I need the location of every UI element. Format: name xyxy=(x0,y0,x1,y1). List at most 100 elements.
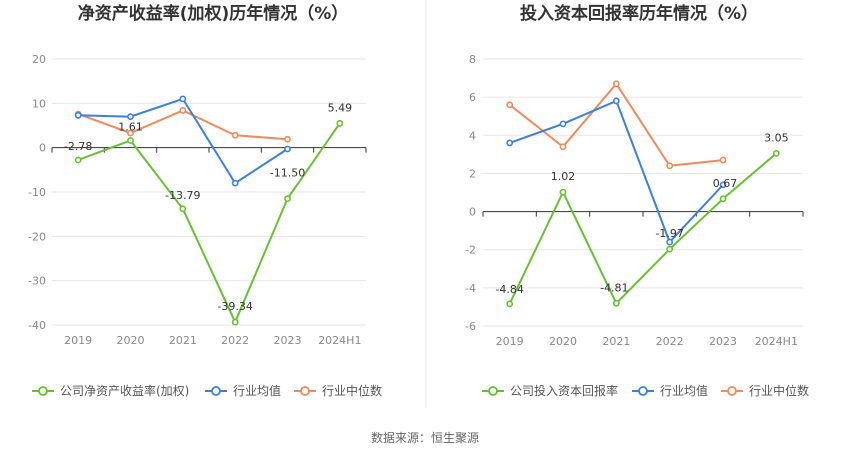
y-tick-label: 6 xyxy=(469,91,476,104)
y-tick-label: -40 xyxy=(28,319,46,332)
legend-label: 公司投入资本回报率 xyxy=(510,383,618,398)
data-label: -11.50 xyxy=(270,167,305,180)
data-label: 0.67 xyxy=(713,177,738,190)
data-label: -39.34 xyxy=(217,300,252,313)
series-line-1 xyxy=(509,99,724,244)
data-label: -1.97 xyxy=(655,227,683,240)
legend-item-1[interactable]: 行业均值 xyxy=(632,383,708,398)
y-tick-label: 4 xyxy=(469,129,476,142)
y-tick-label: -20 xyxy=(28,230,46,243)
data-point[interactable] xyxy=(666,162,674,170)
legend-marker-icon xyxy=(488,386,498,396)
x-tick-label: 2019 xyxy=(496,335,524,348)
data-point[interactable] xyxy=(336,119,344,127)
roe-chart-panel: 净资产收益率(加权)历年情况（%） -40 -30 -20 -10 0 10 20 2019 2… xyxy=(28,3,382,398)
y-tick-label: 2 xyxy=(469,167,476,180)
data-point[interactable] xyxy=(719,156,727,164)
x-tick-label: 2023 xyxy=(709,335,737,348)
legend-item-0[interactable]: 公司净资产收益率(加权) xyxy=(32,383,189,398)
data-label: -4.84 xyxy=(495,283,523,296)
data-point[interactable] xyxy=(179,95,187,103)
x-tick-label: 2024H1 xyxy=(755,335,798,348)
legend-item-0[interactable]: 公司投入资本回报率 xyxy=(482,383,618,398)
data-point[interactable] xyxy=(231,131,239,139)
y-tick-label: -6 xyxy=(465,320,476,333)
data-point[interactable] xyxy=(772,150,780,157)
data-label: -4.81 xyxy=(600,281,628,294)
x-tick-label: 2020 xyxy=(117,334,145,347)
legend-label: 公司净资产收益率(加权) xyxy=(60,383,189,398)
roic-legend: 公司投入资本回报率 行业均值 行业中位数 xyxy=(482,383,809,398)
y-tick-label: -10 xyxy=(28,186,46,199)
x-tick-label: 2021 xyxy=(602,335,630,348)
data-source-note: 数据来源：恒生聚源 xyxy=(371,430,479,445)
legend-item-2[interactable]: 行业中位数 xyxy=(294,383,382,398)
legend-item-1[interactable]: 行业均值 xyxy=(205,383,281,398)
x-tick-label: 2023 xyxy=(274,334,302,347)
data-label: 1.61 xyxy=(118,121,143,134)
series-line-2 xyxy=(77,109,288,141)
legend-item-2[interactable]: 行业中位数 xyxy=(721,383,809,398)
series-line-2 xyxy=(509,82,724,167)
x-tick-label: 2020 xyxy=(549,335,577,348)
chart-title-roic: 投入资本回报率历年情况（%） xyxy=(520,3,758,24)
data-point[interactable] xyxy=(559,188,567,196)
data-point[interactable] xyxy=(506,300,514,308)
y-tick-label: -4 xyxy=(465,282,476,295)
x-tick-label: 2024H1 xyxy=(318,334,361,347)
x-tick-label: 2019 xyxy=(64,334,92,347)
roe-legend: 公司净资产收益率(加权) 行业均值 行业中位数 xyxy=(32,383,382,398)
data-point[interactable] xyxy=(284,195,291,203)
y-tick-label: 0 xyxy=(469,206,476,219)
data-point[interactable] xyxy=(74,156,82,164)
data-label: 3.05 xyxy=(764,131,789,144)
y-tick-label: -2 xyxy=(465,244,476,257)
data-point[interactable] xyxy=(127,137,134,144)
legend-label: 行业均值 xyxy=(660,383,708,398)
data-point[interactable] xyxy=(284,135,291,143)
legend-marker-icon xyxy=(38,386,48,396)
y-tick-label: 10 xyxy=(32,97,46,110)
roic-chart-panel: 投入资本回报率历年情况（%） -6 -4 -2 0 2 4 6 8 2019 2020 2021 20… xyxy=(465,3,809,398)
x-tick-label: 2022 xyxy=(656,335,684,348)
data-point[interactable] xyxy=(506,139,514,147)
data-point[interactable] xyxy=(666,245,674,253)
data-point[interactable] xyxy=(127,129,134,137)
data-point[interactable] xyxy=(666,238,674,246)
data-point[interactable] xyxy=(559,143,567,151)
data-label: -2.78 xyxy=(64,140,92,153)
y-tick-label: 8 xyxy=(469,53,476,66)
legend-marker-icon xyxy=(638,386,648,396)
chart-title-roe: 净资产收益率(加权)历年情况（%） xyxy=(78,3,349,24)
data-label: 1.02 xyxy=(551,170,576,183)
legend-label: 行业中位数 xyxy=(749,383,809,398)
data-point[interactable] xyxy=(179,107,187,114)
x-tick-label: 2021 xyxy=(169,334,197,347)
data-point[interactable] xyxy=(506,101,514,109)
data-label: 5.49 xyxy=(328,101,353,114)
data-point[interactable] xyxy=(74,111,82,119)
legend-marker-icon xyxy=(211,386,221,396)
data-point[interactable] xyxy=(231,179,239,187)
data-point[interactable] xyxy=(179,205,187,213)
legend-marker-icon xyxy=(727,386,737,396)
data-point[interactable] xyxy=(559,120,567,128)
data-point[interactable] xyxy=(231,318,239,326)
y-tick-label: 0 xyxy=(39,142,46,155)
y-tick-label: 20 xyxy=(32,53,46,66)
data-point[interactable] xyxy=(612,299,620,307)
series-line-0 xyxy=(508,152,777,305)
data-point[interactable] xyxy=(127,113,134,121)
data-point[interactable] xyxy=(284,145,291,153)
data-point[interactable] xyxy=(719,181,727,189)
legend-label: 行业中位数 xyxy=(322,383,382,398)
legend-marker-icon xyxy=(300,386,310,396)
x-tick-label: 2022 xyxy=(221,334,249,347)
data-point[interactable] xyxy=(719,195,727,203)
data-label: -13.79 xyxy=(165,189,200,202)
legend-label: 行业均值 xyxy=(233,383,281,398)
data-point[interactable] xyxy=(612,97,620,105)
data-point[interactable] xyxy=(612,80,620,88)
series-line-0 xyxy=(77,122,341,324)
